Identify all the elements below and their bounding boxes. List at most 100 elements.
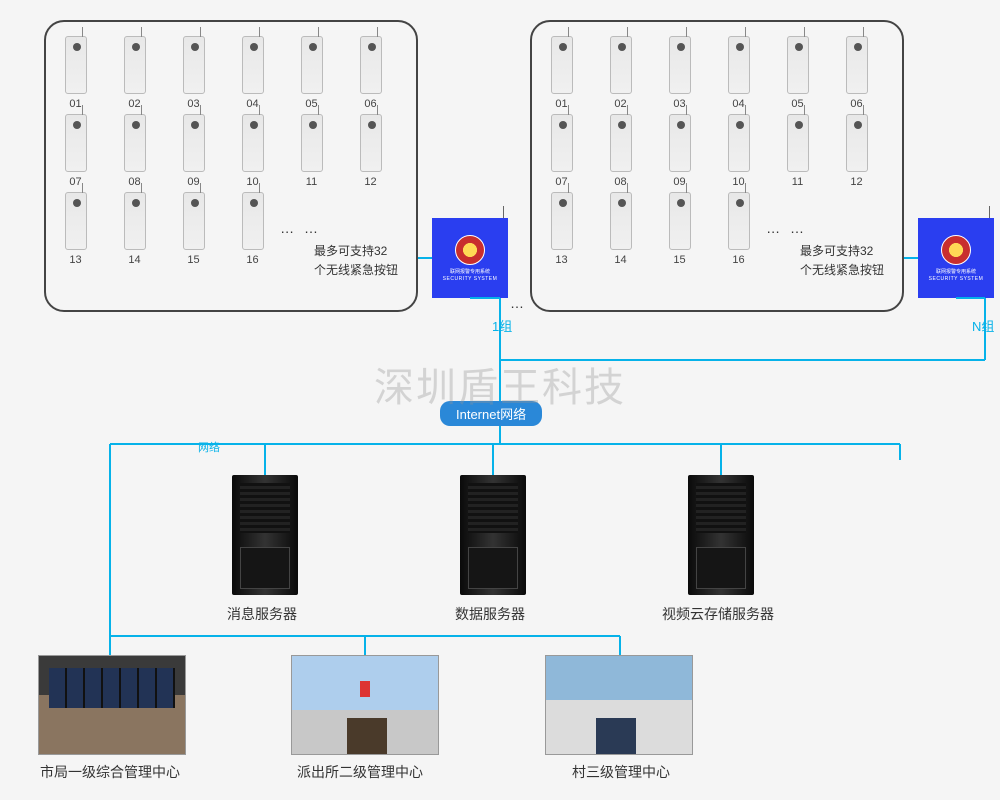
police-badge-icon xyxy=(941,235,971,265)
remote-button-item: 09 xyxy=(662,114,697,188)
remote-button-item: 05 xyxy=(294,36,329,110)
group-1-label: 1组 xyxy=(492,316,512,335)
remote-device-icon xyxy=(551,114,573,172)
remote-number-label: 11 xyxy=(792,176,803,188)
group-n-box: 01020304050607080910111213141516 … … 最多可… xyxy=(530,20,904,312)
note-line: 个无线紧急按钮 xyxy=(800,261,884,280)
center-police-station-image xyxy=(291,655,439,755)
remote-button-item: 06 xyxy=(353,36,388,110)
remote-number-label: 14 xyxy=(128,254,140,266)
remote-number-label: 16 xyxy=(732,254,744,266)
remote-device-icon xyxy=(728,36,750,94)
security-box-title: 联网报警专用系统 xyxy=(450,269,490,276)
remote-device-icon xyxy=(183,114,205,172)
server-label: 视频云存储服务器 xyxy=(662,604,774,624)
remote-device-icon xyxy=(728,192,750,250)
remote-button-item: 12 xyxy=(353,114,388,188)
remote-number-label: 13 xyxy=(69,254,81,266)
group-1-ellipsis: … … xyxy=(280,220,321,236)
note-line: 最多可支持32 xyxy=(800,242,884,261)
group-n-note: 最多可支持32 个无线紧急按钮 xyxy=(800,242,884,280)
server-data xyxy=(460,475,526,595)
remote-button-item: 10 xyxy=(235,114,270,188)
remote-button-item: 14 xyxy=(603,192,638,266)
center-city-bureau-image xyxy=(38,655,186,755)
remote-number-label: 08 xyxy=(128,176,140,188)
remote-number-label: 08 xyxy=(614,176,626,188)
remote-device-icon xyxy=(610,36,632,94)
remote-number-label: 02 xyxy=(614,98,626,110)
remote-number-label: 04 xyxy=(246,98,258,110)
remote-device-icon xyxy=(124,114,146,172)
remote-number-label: 07 xyxy=(69,176,81,188)
remote-number-label: 10 xyxy=(732,176,744,188)
remote-number-label: 06 xyxy=(364,98,376,110)
remote-device-icon xyxy=(242,114,264,172)
center-label: 村三级管理中心 xyxy=(572,762,670,782)
remote-device-icon xyxy=(846,36,868,94)
center-village-image xyxy=(545,655,693,755)
security-box-subtitle: SECURITY SYSTEM xyxy=(443,276,498,282)
remote-button-item: 08 xyxy=(603,114,638,188)
remote-device-icon xyxy=(242,192,264,250)
remote-device-icon xyxy=(301,114,323,172)
remote-device-icon xyxy=(787,36,809,94)
remote-device-icon xyxy=(360,114,382,172)
remote-number-label: 14 xyxy=(614,254,626,266)
group-1-box: 01020304050607080910111213141516 … … 最多可… xyxy=(44,20,418,312)
remote-number-label: 05 xyxy=(305,98,317,110)
remote-number-label: 03 xyxy=(673,98,685,110)
remote-number-label: 10 xyxy=(246,176,258,188)
remote-device-icon xyxy=(183,36,205,94)
remote-number-label: 06 xyxy=(850,98,862,110)
remote-button-item: 15 xyxy=(176,192,211,266)
remote-button-item: 15 xyxy=(662,192,697,266)
remote-button-item: 05 xyxy=(780,36,815,110)
remote-number-label: 15 xyxy=(673,254,685,266)
remote-button-item: 08 xyxy=(117,114,152,188)
remote-button-item: 04 xyxy=(235,36,270,110)
remote-button-item: 11 xyxy=(294,114,329,188)
remote-number-label: 15 xyxy=(187,254,199,266)
remote-number-label: 01 xyxy=(69,98,81,110)
network-label: 网络 xyxy=(192,438,226,456)
remote-button-item: 12 xyxy=(839,114,874,188)
remote-button-item: 07 xyxy=(544,114,579,188)
police-badge-icon xyxy=(455,235,485,265)
remote-device-icon xyxy=(551,36,573,94)
group-n-remote-grid: 01020304050607080910111213141516 xyxy=(544,36,890,266)
remote-number-label: 16 xyxy=(246,254,258,266)
remote-button-item: 09 xyxy=(176,114,211,188)
remote-number-label: 09 xyxy=(187,176,199,188)
remote-device-icon xyxy=(65,192,87,250)
internet-network-badge: Internet网络 xyxy=(440,401,542,426)
remote-device-icon xyxy=(551,192,573,250)
remote-device-icon xyxy=(846,114,868,172)
remote-number-label: 09 xyxy=(673,176,685,188)
remote-button-item: 03 xyxy=(176,36,211,110)
remote-number-label: 13 xyxy=(555,254,567,266)
remote-device-icon xyxy=(360,36,382,94)
remote-number-label: 12 xyxy=(364,176,376,188)
remote-device-icon xyxy=(728,114,750,172)
remote-button-item: 13 xyxy=(58,192,93,266)
center-label: 市局一级综合管理中心 xyxy=(40,762,180,782)
security-system-box-1: 联网报警专用系统 SECURITY SYSTEM xyxy=(432,218,508,298)
remote-device-icon xyxy=(183,192,205,250)
server-label: 数据服务器 xyxy=(455,604,525,624)
remote-device-icon xyxy=(669,36,691,94)
group-1-note: 最多可支持32 个无线紧急按钮 xyxy=(314,242,398,280)
security-box-subtitle: SECURITY SYSTEM xyxy=(929,276,984,282)
note-line: 个无线紧急按钮 xyxy=(314,261,398,280)
remote-device-icon xyxy=(242,36,264,94)
remote-device-icon xyxy=(787,114,809,172)
center-label: 派出所二级管理中心 xyxy=(297,762,423,782)
remote-device-icon xyxy=(124,192,146,250)
remote-button-item: 06 xyxy=(839,36,874,110)
security-box-title: 联网报警专用系统 xyxy=(936,269,976,276)
remote-button-item: 16 xyxy=(721,192,756,266)
remote-device-icon xyxy=(65,114,87,172)
between-groups-ellipsis: … xyxy=(510,295,526,311)
remote-number-label: 05 xyxy=(791,98,803,110)
remote-device-icon xyxy=(610,114,632,172)
